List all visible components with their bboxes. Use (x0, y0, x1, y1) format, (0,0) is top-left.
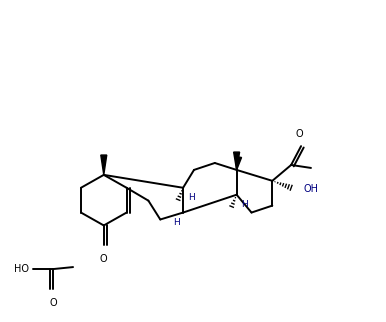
Text: H: H (173, 219, 180, 228)
Text: O: O (49, 298, 57, 308)
Polygon shape (234, 152, 240, 170)
Text: H: H (242, 200, 248, 209)
Text: O: O (295, 129, 303, 139)
Polygon shape (236, 156, 242, 170)
Text: O: O (100, 254, 108, 264)
Text: OH: OH (303, 184, 318, 194)
Polygon shape (101, 155, 107, 175)
Text: HO: HO (14, 264, 29, 274)
Text: H: H (188, 193, 195, 202)
